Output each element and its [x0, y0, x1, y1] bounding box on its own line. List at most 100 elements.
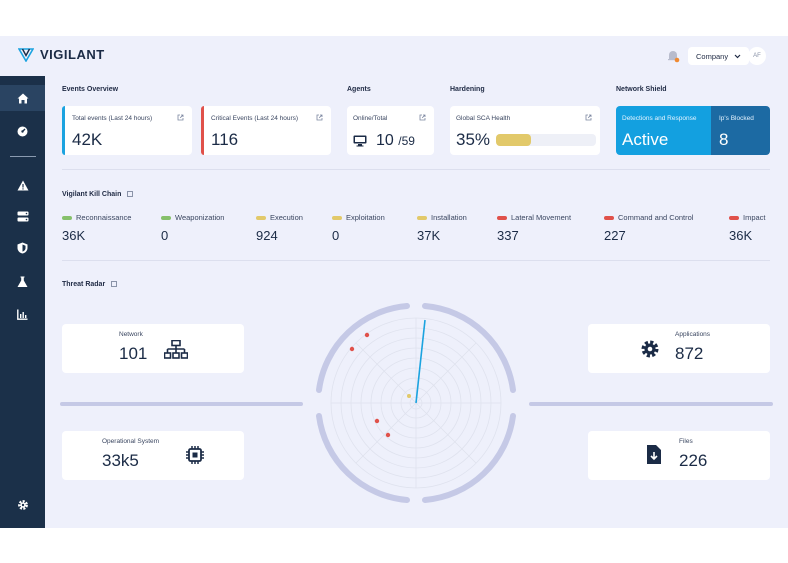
radar-dot[interactable] — [374, 418, 380, 424]
sca-health-card[interactable]: Global SCA Health 35% — [450, 106, 600, 155]
network-icon — [164, 340, 188, 359]
radar-dot[interactable] — [407, 394, 411, 398]
settings-icon — [17, 500, 28, 510]
total-events-card[interactable]: Total events (Last 24 hours) 42K — [62, 106, 192, 155]
stage-color-dot — [332, 215, 342, 220]
kill-chain-stage-name: Impact — [743, 213, 766, 222]
critical-events-label: Critical Events (Last 24 hours) — [211, 115, 299, 122]
kill-chain-stage-value: 227 — [604, 228, 626, 243]
kill-chain-stage-name: Weaponization — [175, 213, 225, 222]
kill-chain-stage-name: Execution — [270, 213, 303, 222]
kill-chain-stage-value: 337 — [497, 228, 519, 243]
logo[interactable]: VIGILANT — [18, 47, 105, 62]
kill-chain-stage-value: 0 — [161, 228, 169, 243]
ips-blocked-value: 8 — [719, 130, 729, 149]
radar-dot[interactable] — [349, 346, 355, 352]
kill-chain-title-text: Vigilant Kill Chain — [62, 191, 122, 198]
server-icon — [17, 211, 28, 221]
gear-icon — [641, 340, 659, 358]
external-link-icon[interactable] — [585, 114, 592, 121]
stage-color-dot — [417, 215, 427, 220]
fullscreen-icon[interactable] — [111, 281, 118, 288]
agents-total-value: /59 — [398, 134, 415, 148]
files-value: 226 — [679, 451, 708, 470]
radar-outer-ring — [316, 303, 516, 503]
avatar[interactable]: AF — [748, 47, 766, 65]
flask-icon — [17, 276, 28, 287]
sidebar — [0, 76, 45, 528]
sca-health-label: Global SCA Health — [456, 115, 511, 122]
stage-color-dot — [497, 215, 507, 220]
kill-chain-stage-label: Exploitation — [332, 213, 385, 222]
sidebar-item-home[interactable] — [0, 85, 45, 111]
sidebar-item-lab[interactable] — [0, 269, 45, 295]
radar-card-operational-system[interactable]: Operational System 33k5 — [62, 431, 244, 480]
kill-chain-stage[interactable]: Reconnaissance 36K — [62, 213, 131, 243]
applications-value: 872 — [675, 344, 704, 363]
kill-chain-stage[interactable]: Impact 36K — [729, 213, 766, 243]
detections-card[interactable]: Detections and Response Active — [616, 106, 711, 155]
fullscreen-icon[interactable] — [127, 191, 134, 198]
app-frame: VIGILANT Company AF — [0, 36, 788, 528]
notification-bell-icon[interactable] — [666, 49, 680, 63]
external-link-icon[interactable] — [419, 114, 426, 121]
detections-value: Active — [622, 130, 669, 149]
stage-color-dot — [161, 215, 171, 220]
external-link-icon[interactable] — [177, 114, 184, 121]
alert-icon — [17, 180, 28, 190]
monitor-icon — [353, 135, 367, 147]
kill-chain-stage-label: Weaponization — [161, 213, 224, 222]
agents-label: Online/Total — [353, 115, 388, 122]
events-overview-title: Events Overview — [62, 86, 119, 93]
stage-color-dot — [729, 215, 739, 220]
kill-chain-stage[interactable]: Exploitation 0 — [332, 213, 385, 243]
ips-blocked-label: Ip's Blocked — [719, 115, 754, 122]
kill-chain-stage-value: 924 — [256, 228, 278, 243]
sidebar-item-servers[interactable] — [0, 203, 45, 229]
sidebar-item-security[interactable] — [0, 235, 45, 261]
dashboard-icon — [17, 126, 28, 136]
stage-color-dot — [256, 215, 266, 220]
kill-chain-stage-name: Installation — [431, 213, 467, 222]
kill-chain-stage[interactable]: Weaponization 0 — [161, 213, 224, 243]
sidebar-item-settings[interactable] — [0, 492, 45, 518]
file-download-icon — [647, 445, 661, 464]
network-value: 101 — [119, 344, 148, 363]
sca-health-value: 35% — [456, 130, 491, 149]
total-events-label: Total events (Last 24 hours) — [72, 115, 153, 122]
chevron-down-icon — [734, 54, 741, 58]
radar-card-network[interactable]: Network 101 — [62, 324, 244, 373]
critical-events-value: 116 — [211, 130, 239, 149]
agents-title: Agents — [347, 86, 371, 93]
agents-card[interactable]: Online/Total 10 /59 — [347, 106, 434, 155]
kill-chain-stage[interactable]: Command and Control 227 — [604, 213, 693, 243]
detections-label: Detections and Response — [622, 115, 697, 122]
kill-chain-stage[interactable]: Installation 37K — [417, 213, 467, 243]
radar-card-applications[interactable]: Applications 872 — [588, 324, 770, 373]
card-accent — [201, 106, 204, 155]
radar-dot[interactable] — [385, 432, 391, 438]
radar-connector-right — [529, 402, 773, 406]
sidebar-item-dashboard[interactable] — [0, 118, 45, 144]
sidebar-item-reports[interactable] — [0, 301, 45, 327]
critical-events-card[interactable]: Critical Events (Last 24 hours) 116 — [201, 106, 331, 155]
network-shield-title: Network Shield — [616, 86, 667, 93]
radar-connector-left — [60, 402, 303, 406]
operational-system-value: 33k5 — [102, 451, 139, 470]
kill-chain-stage-value: 0 — [332, 228, 340, 243]
company-dropdown[interactable]: Company — [688, 47, 750, 65]
logo-icon — [18, 47, 34, 62]
company-label: Company — [696, 51, 729, 61]
sidebar-item-alerts[interactable] — [0, 172, 45, 198]
hardening-title: Hardening — [450, 86, 485, 93]
kill-chain-stage-label: Reconnaissance — [62, 213, 131, 222]
external-link-icon[interactable] — [316, 114, 323, 121]
kill-chain-stage[interactable]: Execution 924 — [256, 213, 303, 243]
kill-chain-stage[interactable]: Lateral Movement 337 — [497, 213, 571, 243]
files-label: Files — [679, 438, 693, 445]
radar-dot[interactable] — [364, 332, 370, 338]
radar-card-files[interactable]: Files 226 — [588, 431, 770, 480]
chart-icon — [17, 309, 28, 320]
ips-blocked-card[interactable]: Ip's Blocked 8 — [711, 106, 770, 155]
kill-chain-stage-value: 37K — [417, 228, 441, 243]
